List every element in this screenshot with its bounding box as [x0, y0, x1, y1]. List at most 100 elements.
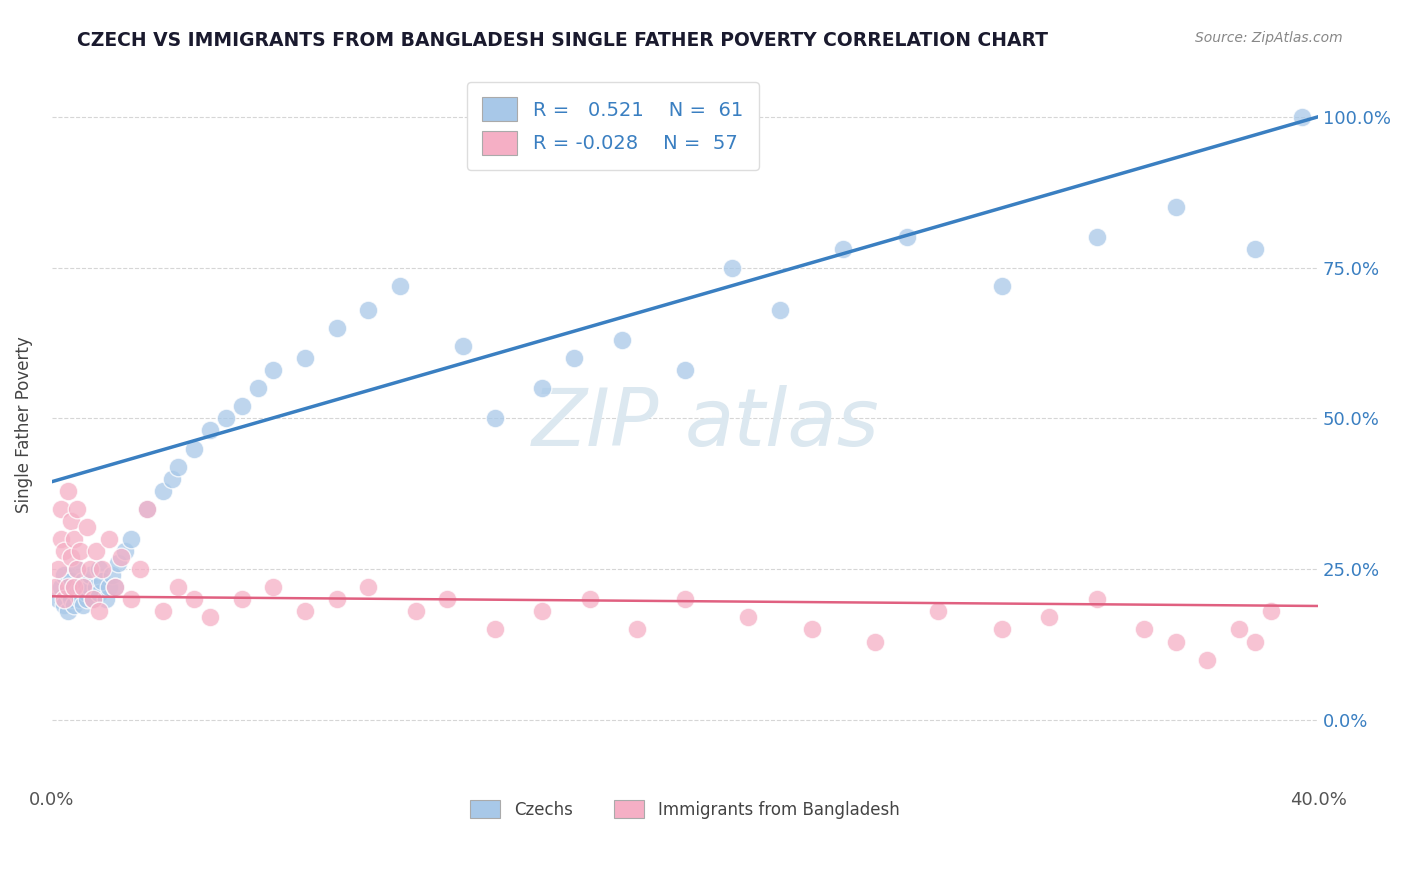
- Point: [1133, 623, 1156, 637]
- Point: [53, 592, 76, 607]
- Point: [79, 562, 101, 576]
- Point: [63, 532, 86, 546]
- Point: [1085, 592, 1108, 607]
- Point: [84, 580, 107, 594]
- Point: [53, 568, 76, 582]
- Point: [294, 351, 316, 365]
- Point: [990, 623, 1012, 637]
- Point: [89, 604, 111, 618]
- Point: [152, 483, 174, 498]
- Point: [453, 339, 475, 353]
- Text: ZIP: ZIP: [533, 385, 659, 464]
- Point: [56, 586, 79, 600]
- Point: [927, 604, 949, 618]
- Point: [59, 574, 82, 589]
- Point: [79, 580, 101, 594]
- Point: [721, 260, 744, 275]
- Point: [66, 562, 89, 576]
- Point: [626, 623, 648, 637]
- Point: [101, 568, 124, 582]
- Legend: Czechs, Immigrants from Bangladesh: Czechs, Immigrants from Bangladesh: [464, 793, 905, 825]
- Point: [44, 580, 66, 594]
- Point: [72, 599, 94, 613]
- Point: [76, 520, 98, 534]
- Text: Source: ZipAtlas.com: Source: ZipAtlas.com: [1195, 31, 1343, 45]
- Point: [1197, 653, 1219, 667]
- Point: [832, 243, 855, 257]
- Point: [59, 514, 82, 528]
- Point: [152, 604, 174, 618]
- Point: [262, 363, 284, 377]
- Y-axis label: Single Father Poverty: Single Father Poverty: [15, 336, 32, 513]
- Point: [76, 592, 98, 607]
- Point: [160, 472, 183, 486]
- Point: [107, 556, 129, 570]
- Point: [990, 278, 1012, 293]
- Point: [769, 302, 792, 317]
- Point: [183, 592, 205, 607]
- Point: [56, 483, 79, 498]
- Point: [66, 562, 89, 576]
- Point: [46, 562, 69, 576]
- Point: [135, 501, 157, 516]
- Point: [104, 580, 127, 594]
- Point: [167, 459, 190, 474]
- Point: [72, 580, 94, 594]
- Point: [69, 544, 91, 558]
- Point: [325, 321, 347, 335]
- Point: [1164, 200, 1187, 214]
- Text: atlas: atlas: [685, 385, 880, 464]
- Point: [94, 592, 117, 607]
- Point: [484, 411, 506, 425]
- Point: [89, 562, 111, 576]
- Point: [436, 592, 458, 607]
- Point: [114, 544, 136, 558]
- Point: [53, 544, 76, 558]
- Point: [167, 580, 190, 594]
- Point: [84, 544, 107, 558]
- Point: [896, 230, 918, 244]
- Point: [1038, 610, 1060, 624]
- Point: [66, 501, 89, 516]
- Point: [51, 580, 73, 594]
- Point: [63, 599, 86, 613]
- Point: [56, 580, 79, 594]
- Point: [231, 400, 253, 414]
- Point: [129, 562, 152, 576]
- Point: [294, 604, 316, 618]
- Point: [63, 580, 86, 594]
- Point: [800, 623, 823, 637]
- Point: [69, 580, 91, 594]
- Point: [82, 592, 104, 607]
- Point: [673, 363, 696, 377]
- Point: [46, 592, 69, 607]
- Point: [198, 424, 221, 438]
- Point: [59, 550, 82, 565]
- Point: [231, 592, 253, 607]
- Point: [357, 302, 380, 317]
- Point: [56, 604, 79, 618]
- Point: [405, 604, 427, 618]
- Point: [246, 381, 269, 395]
- Point: [531, 381, 554, 395]
- Point: [104, 580, 127, 594]
- Point: [388, 278, 411, 293]
- Point: [97, 580, 120, 594]
- Point: [120, 592, 142, 607]
- Point: [1164, 634, 1187, 648]
- Point: [89, 586, 111, 600]
- Point: [325, 592, 347, 607]
- Point: [66, 586, 89, 600]
- Point: [91, 562, 114, 576]
- Point: [120, 532, 142, 546]
- Point: [110, 550, 132, 565]
- Point: [484, 623, 506, 637]
- Point: [610, 333, 633, 347]
- Point: [82, 592, 104, 607]
- Point: [1243, 243, 1265, 257]
- Point: [53, 599, 76, 613]
- Point: [673, 592, 696, 607]
- Point: [262, 580, 284, 594]
- Point: [91, 574, 114, 589]
- Point: [1227, 623, 1250, 637]
